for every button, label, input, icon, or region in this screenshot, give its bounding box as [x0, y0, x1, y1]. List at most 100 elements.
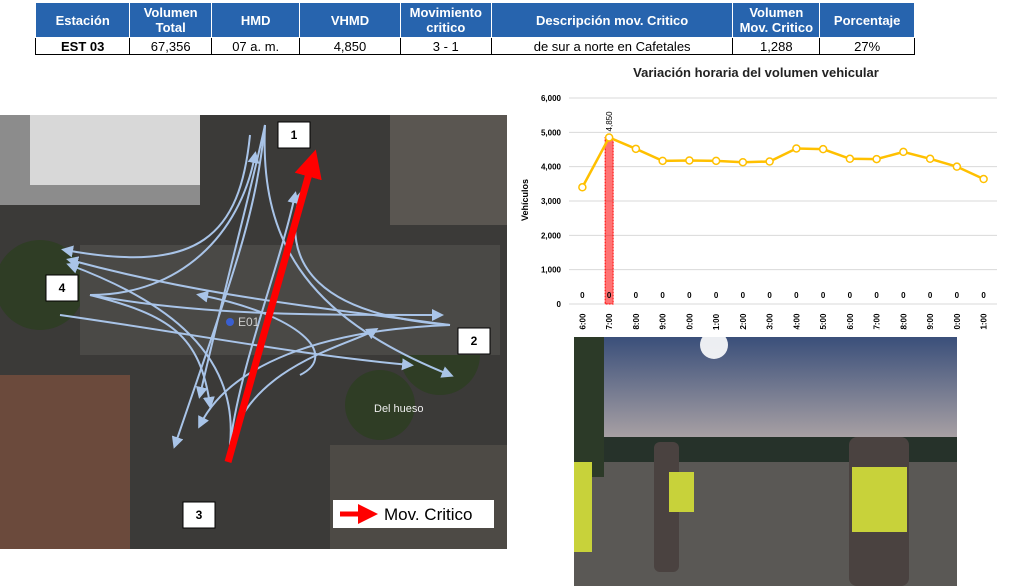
point — [578, 183, 587, 192]
vest — [852, 467, 907, 532]
table-cell: 4,850 — [299, 37, 401, 55]
table-cell: 27% — [819, 37, 915, 55]
x-tick-label: 15:00 — [819, 313, 828, 330]
bar-value-label: 0 — [714, 291, 719, 300]
approach-box — [457, 327, 491, 355]
summary-table: Estación Volumen Total HMD VHMD Movimiento c… — [34, 2, 915, 55]
header-cell: Descripción mov. Critico — [491, 2, 734, 38]
bar-value-label: 0 — [874, 291, 879, 300]
bar-value-label: 0 — [928, 291, 933, 300]
point — [899, 147, 908, 157]
y-tick-label: 3,000 — [541, 197, 562, 206]
y-tick-label: 4,000 — [541, 163, 562, 172]
chart: Variación horaria del volumen vehicular … — [520, 65, 997, 330]
approach-label: 2 — [471, 334, 478, 348]
x-tick-label: 08:00 — [632, 313, 641, 330]
table-cell: EST 03 — [34, 37, 131, 55]
y-tick-label: 1,000 — [541, 266, 562, 275]
bar-value-label: 0 — [981, 291, 986, 300]
x-tick-label: 11:00 — [712, 313, 721, 330]
line — [581, 135, 985, 188]
trees — [0, 240, 85, 330]
point — [872, 154, 881, 164]
trees — [345, 370, 415, 440]
point — [658, 156, 667, 166]
header-cell: Porcentaje — [819, 2, 915, 38]
map: E01 Del hueso 1 2 3 4 Mov. Critico — [0, 115, 507, 549]
header-cell: Volumen Total — [129, 2, 212, 38]
street-label: Del hueso — [374, 403, 424, 415]
movement-arrows — [59, 124, 454, 449]
bar-value-label: 0 — [767, 291, 772, 300]
x-tick-label: 09:00 — [659, 313, 668, 330]
x-tick-label: 07:00 — [605, 313, 614, 330]
x-tick-label: 16:00 — [846, 313, 855, 330]
table-cell: 67,356 — [129, 37, 212, 55]
point — [604, 133, 614, 142]
point — [738, 157, 748, 167]
tree — [574, 337, 604, 477]
point — [845, 154, 855, 164]
header-cell: HMD — [210, 2, 301, 38]
building — [330, 445, 507, 549]
x-tick-label: 21:00 — [980, 313, 989, 330]
x-tick-label: 14:00 — [792, 313, 801, 330]
critical-movement-arrow — [224, 149, 322, 463]
table-cell: 1,288 — [732, 37, 821, 55]
bar-value-label: 0 — [955, 291, 960, 300]
point — [685, 156, 694, 165]
chart-title: Variación horaria del volumen vehicular — [633, 65, 879, 80]
x-tick-label: 06:00 — [578, 313, 587, 330]
point — [765, 157, 774, 166]
bar-value-label: 0 — [580, 291, 585, 300]
x-tick-label: 17:00 — [873, 313, 882, 330]
bar-value-label: 0 — [741, 291, 746, 300]
point — [631, 144, 641, 154]
header-cell: Volumen Mov. Critico — [732, 2, 821, 38]
bar-value-label: 0 — [794, 291, 799, 300]
road — [80, 245, 500, 355]
x-tick-label: 20:00 — [953, 313, 962, 330]
point — [979, 174, 988, 184]
point — [952, 162, 962, 171]
value-label: 4,850 — [605, 111, 614, 132]
table-cell: de sur a norte en Cafetales — [491, 37, 734, 55]
table-body: EST 03 67,356 07 a. m. 4,850 3 - 1 de sur a n… — [34, 37, 915, 55]
bar-value-label: 0 — [634, 291, 639, 300]
x-tick-label: 13:00 — [766, 313, 775, 330]
approach-label: 3 — [196, 508, 203, 522]
table-cell: 07 a. m. — [210, 37, 301, 55]
bar-value-label: 0 — [687, 291, 692, 300]
bar-value-label: 0 — [848, 291, 853, 300]
table-cell: 3 - 1 — [399, 37, 493, 55]
header-cell: VHMD — [299, 2, 401, 38]
building — [390, 115, 507, 225]
table-row: EST 03 67,356 07 a. m. 4,850 3 - 1 de sur a n… — [34, 37, 915, 55]
legend-label: Mov. Critico — [384, 505, 472, 524]
point — [818, 144, 828, 154]
x-tick-label: 10:00 — [685, 313, 694, 330]
x-tick-label: 12:00 — [739, 313, 748, 330]
vest — [574, 462, 592, 552]
approach-box — [277, 121, 311, 149]
y-tick-label: 2,000 — [541, 231, 562, 240]
point — [792, 144, 801, 153]
bar-value-label: 0 — [660, 291, 665, 300]
header-cell: Estación — [34, 2, 131, 38]
header-cell: Movimiento critico — [399, 2, 493, 38]
point — [711, 156, 721, 166]
bar-value-label: 0 — [821, 291, 826, 300]
street-light — [700, 337, 728, 359]
highlight-bar — [604, 136, 614, 305]
bar-value-label: 0 — [607, 291, 612, 300]
building — [0, 375, 130, 549]
y-tick-label: 5,000 — [541, 128, 562, 137]
x-tick-label: 19:00 — [926, 313, 935, 330]
vest — [669, 472, 694, 512]
y-tick-label: 6,000 — [541, 94, 562, 103]
approach-label: 4 — [59, 281, 66, 295]
building-roof — [30, 115, 200, 185]
point — [925, 154, 935, 164]
header-row: Estación Volumen Total HMD VHMD Movimiento c… — [34, 2, 915, 38]
